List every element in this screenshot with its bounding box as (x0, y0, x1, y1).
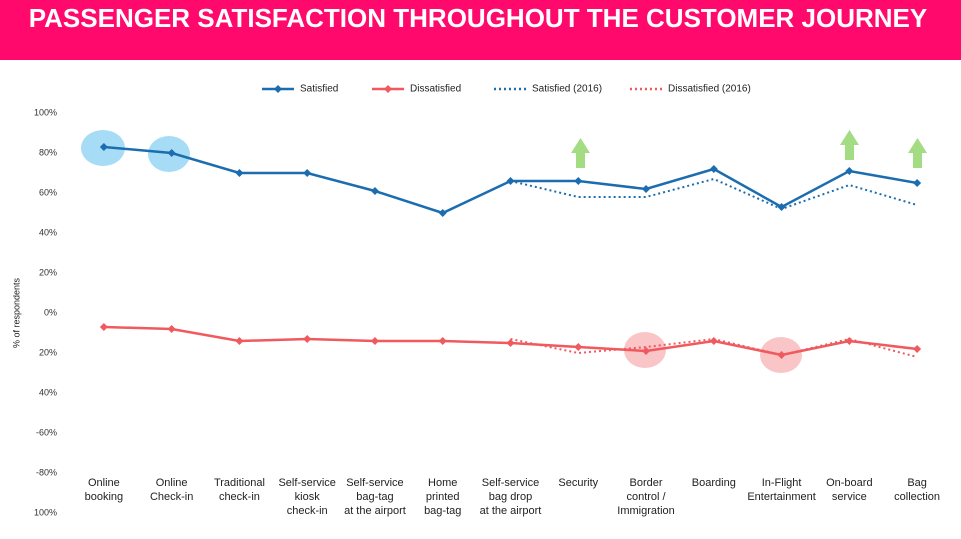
y-tick-label: -60% (36, 427, 57, 437)
x-tick-label: Border (630, 477, 663, 489)
y-tick-label: -80% (36, 467, 57, 477)
x-tick-label: Self-service (278, 477, 335, 489)
x-tick-label: check-in (287, 505, 328, 517)
marker (642, 185, 651, 193)
marker (99, 323, 108, 331)
y-tick-label: 40% (39, 387, 57, 397)
y-tick-label: 40% (39, 227, 57, 237)
marker (845, 167, 854, 175)
x-tick-label: In-Flight (762, 477, 802, 489)
x-tick-label: Home (428, 477, 457, 489)
marker (777, 203, 786, 211)
legend-label: Dissatisfied (2016) (668, 84, 751, 95)
marker (709, 337, 718, 345)
x-tick-label: Self-service (346, 477, 403, 489)
legend-marker (274, 85, 282, 93)
marker (438, 337, 447, 345)
y-tick-label: 20% (39, 267, 57, 277)
x-tick-label: bag-tag (424, 505, 461, 517)
x-tick-label: printed (426, 491, 460, 503)
legend-label: Satisfied (300, 84, 338, 95)
up-arrow (840, 130, 859, 160)
marker (370, 337, 379, 345)
marker (709, 165, 718, 173)
y-tick-label: 80% (39, 147, 57, 157)
chart-title: PASSENGER SATISFACTION THROUGHOUT THE CU… (29, 3, 928, 33)
x-tick-label: control / (626, 491, 666, 503)
marker (99, 143, 108, 151)
marker (574, 343, 583, 351)
x-tick-label: bag-tag (356, 491, 393, 503)
y-tick-label: 20% (39, 347, 57, 357)
y-tick-label: 100% (34, 107, 57, 117)
header-bar (0, 0, 961, 60)
x-tick-label: Online (156, 477, 188, 489)
x-tick-label: bag drop (489, 491, 532, 503)
marker (438, 209, 447, 217)
legend-label: Dissatisfied (410, 84, 461, 95)
legend-marker (384, 85, 392, 93)
marker (913, 179, 922, 187)
x-tick-label: Traditional (214, 477, 265, 489)
marker (845, 337, 854, 345)
x-tick-label: Online (88, 477, 120, 489)
marker (642, 347, 651, 355)
marker (167, 149, 176, 157)
x-tick-label: booking (85, 491, 124, 503)
x-tick-label: Bag (907, 477, 927, 489)
x-tick-label: Security (558, 477, 598, 489)
series-line (510, 177, 918, 211)
marker (370, 187, 379, 195)
x-tick-label: at the airport (480, 505, 542, 517)
x-tick-label: Self-service (482, 477, 539, 489)
marker (303, 169, 312, 177)
x-tick-label: service (832, 491, 867, 503)
x-tick-label: check-in (219, 491, 260, 503)
x-tick-label: Entertainment (747, 491, 815, 503)
marker (235, 169, 244, 177)
x-tick-label: collection (894, 491, 940, 503)
marker (506, 339, 515, 347)
marker (303, 335, 312, 343)
x-tick-label: Immigration (617, 505, 674, 517)
marker (235, 337, 244, 345)
series-line (510, 337, 918, 358)
x-tick-label: kiosk (295, 491, 321, 503)
marker (167, 325, 176, 333)
x-tick-label: Boarding (692, 477, 736, 489)
y-axis-label: % of respondents (11, 277, 21, 348)
marker (574, 177, 583, 185)
up-arrow (908, 138, 927, 168)
marker (913, 345, 922, 353)
y-tick-label: 60% (39, 187, 57, 197)
x-tick-label: Check-in (150, 491, 193, 503)
x-tick-label: at the airport (344, 505, 406, 517)
up-arrow (571, 138, 590, 168)
legend-label: Satisfied (2016) (532, 84, 602, 95)
x-tick-label: On-board (826, 477, 872, 489)
y-tick-label: 0% (44, 307, 57, 317)
y-tick-label: 100% (34, 507, 57, 517)
